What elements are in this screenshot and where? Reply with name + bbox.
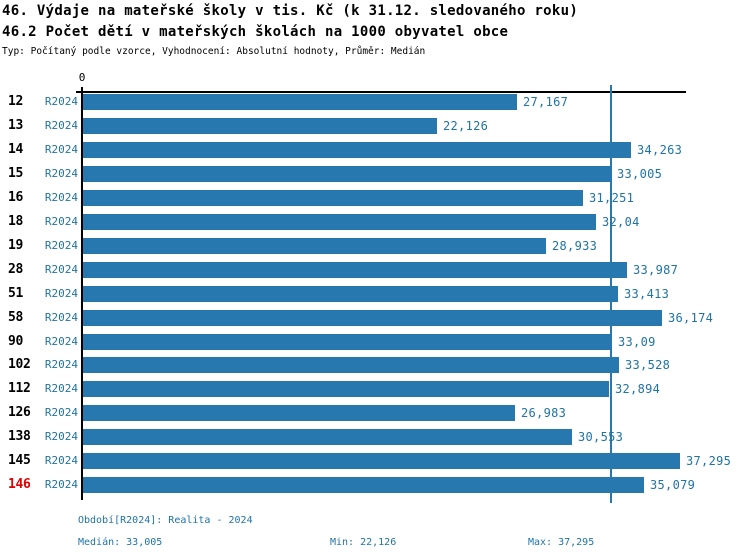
chart-meta-line: Typ: Počítaný podle vzorce, Vyhodnocení:… <box>2 46 426 57</box>
chart-row: 13 R2024 22,126 <box>0 118 750 134</box>
bar-value-label: 35,079 <box>650 478 696 492</box>
chart-row: 146 R2024 35,079 <box>0 477 750 493</box>
bar <box>83 214 596 230</box>
bar-value-label: 37,295 <box>686 454 732 468</box>
row-category-label: 112 <box>8 381 31 396</box>
chart-row: 126 R2024 26,983 <box>0 405 750 421</box>
row-category-label: 58 <box>8 310 24 325</box>
row-category-label: 16 <box>8 190 24 205</box>
footer-period-label: Období[R2024]: Realita - 2024 <box>78 515 253 526</box>
row-category-label: 28 <box>8 262 24 277</box>
chart-row: 14 R2024 34,263 <box>0 142 750 158</box>
bar <box>83 190 583 206</box>
chart-title: 46. Výdaje na mateřské školy v tis. Kč (… <box>2 3 579 19</box>
row-period-label: R2024 <box>44 215 78 228</box>
bar <box>83 334 612 350</box>
bar <box>83 238 546 254</box>
bar <box>83 142 631 158</box>
bar-value-label: 34,263 <box>637 143 683 157</box>
row-period-label: R2024 <box>44 239 78 252</box>
chart-row: 58 R2024 36,174 <box>0 310 750 326</box>
bar <box>83 477 644 493</box>
row-period-label: R2024 <box>44 263 78 276</box>
bar <box>83 453 680 469</box>
bar-value-label: 27,167 <box>523 95 569 109</box>
chart-row: 51 R2024 33,413 <box>0 286 750 302</box>
bar <box>83 166 611 182</box>
row-period-label: R2024 <box>44 382 78 395</box>
row-period-label: R2024 <box>44 119 78 132</box>
chart-row: 112 R2024 32,894 <box>0 381 750 397</box>
row-category-label: 13 <box>8 118 24 133</box>
bar <box>83 310 662 326</box>
bar-value-label: 33,528 <box>625 358 671 372</box>
row-category-label: 19 <box>8 238 24 253</box>
y-axis-line <box>81 87 83 500</box>
bar-value-label: 28,933 <box>552 239 598 253</box>
row-category-label: 90 <box>8 334 24 349</box>
footer-min-stat: Min: 22,126 <box>330 537 397 548</box>
row-category-label: 14 <box>8 142 24 157</box>
row-category-label: 51 <box>8 286 24 301</box>
bar <box>83 286 618 302</box>
x-axis-zero-tick-label: 0 <box>78 71 86 84</box>
chart-row: 18 R2024 32,04 <box>0 214 750 230</box>
bar-value-label: 32,04 <box>602 215 640 229</box>
bar <box>83 357 619 373</box>
chart-row: 19 R2024 28,933 <box>0 238 750 254</box>
row-period-label: R2024 <box>44 167 78 180</box>
row-period-label: R2024 <box>44 335 78 348</box>
row-category-label: 12 <box>8 94 24 109</box>
bar-value-label: 31,251 <box>589 191 635 205</box>
row-category-label: 18 <box>8 214 24 229</box>
footer-median-stat: Medián: 33,005 <box>78 537 163 548</box>
x-axis-line <box>76 91 686 93</box>
row-period-label: R2024 <box>44 358 78 371</box>
row-category-label: 145 <box>8 453 31 468</box>
row-period-label: R2024 <box>44 143 78 156</box>
bar-value-label: 32,894 <box>615 382 661 396</box>
bar-value-label: 36,174 <box>668 311 714 325</box>
row-period-label: R2024 <box>44 478 78 491</box>
chart-row: 138 R2024 30,553 <box>0 429 750 445</box>
bar <box>83 94 517 110</box>
bar-value-label: 33,09 <box>618 335 656 349</box>
bar-value-label: 26,983 <box>521 406 567 420</box>
row-period-label: R2024 <box>44 311 78 324</box>
bar-value-label: 33,987 <box>633 263 679 277</box>
bar-value-label: 33,413 <box>624 287 670 301</box>
bar <box>83 381 609 397</box>
chart-row: 102 R2024 33,528 <box>0 357 750 373</box>
row-period-label: R2024 <box>44 406 78 419</box>
row-category-label: 138 <box>8 429 31 444</box>
bar <box>83 405 515 421</box>
row-period-label: R2024 <box>44 454 78 467</box>
chart-row: 28 R2024 33,987 <box>0 262 750 278</box>
bar <box>83 118 437 134</box>
chart-row: 145 R2024 37,295 <box>0 453 750 469</box>
chart-row: 15 R2024 33,005 <box>0 166 750 182</box>
row-period-label: R2024 <box>44 430 78 443</box>
chart-row: 12 R2024 27,167 <box>0 94 750 110</box>
footer-max-stat: Max: 37,295 <box>528 537 595 548</box>
row-category-label: 146 <box>8 477 31 492</box>
bar <box>83 262 627 278</box>
row-category-label: 15 <box>8 166 24 181</box>
chart-subtitle: 46.2 Počet dětí v mateřských školách na … <box>2 24 509 40</box>
row-period-label: R2024 <box>44 287 78 300</box>
bar-value-label: 33,005 <box>617 167 663 181</box>
bar-value-label: 30,553 <box>578 430 624 444</box>
row-category-label: 126 <box>8 405 31 420</box>
bar-value-label: 22,126 <box>443 119 489 133</box>
row-period-label: R2024 <box>44 95 78 108</box>
row-period-label: R2024 <box>44 191 78 204</box>
row-category-label: 102 <box>8 357 31 372</box>
chart-row: 16 R2024 31,251 <box>0 190 750 206</box>
bar <box>83 429 572 445</box>
chart-row: 90 R2024 33,09 <box>0 334 750 350</box>
